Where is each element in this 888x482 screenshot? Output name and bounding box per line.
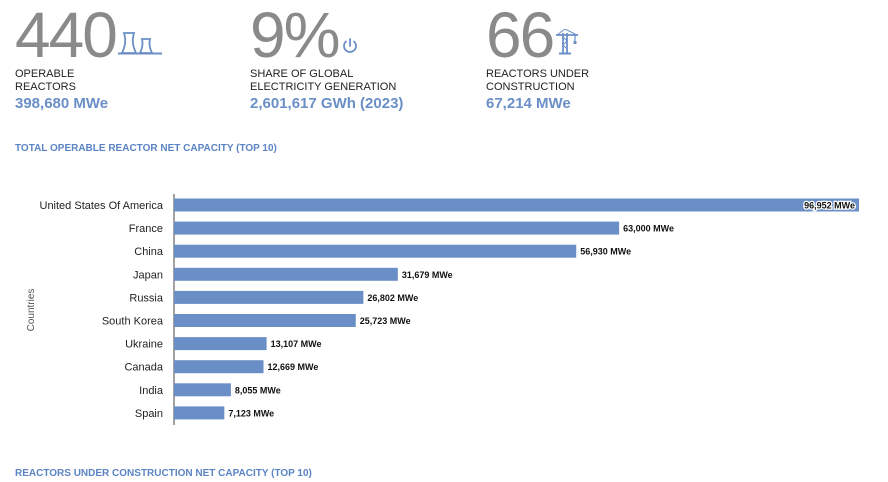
- stat-top: 440: [15, 0, 245, 71]
- category-label: Canada: [124, 362, 163, 374]
- category-label: Spain: [135, 408, 163, 420]
- stat-number: 440: [15, 0, 118, 71]
- stat-subvalue: 398,680 MWe: [15, 95, 109, 112]
- value-label: 7,123 MWe: [228, 408, 274, 418]
- value-label: 63,000 MWe: [623, 224, 674, 234]
- stat-number: 66: [486, 0, 555, 71]
- bar: [174, 406, 225, 420]
- stat-operable-reactors: 440 OPERABLE REACTORS 398,680 MWe: [15, 0, 245, 112]
- category-label: Ukraine: [125, 339, 163, 351]
- capacity-bar-chart: Countries United States Of America 96,952 …: [26, 194, 859, 425]
- stat-subvalue: 2,601,617 GWh (2023): [250, 95, 404, 112]
- category-label: France: [129, 223, 163, 235]
- value-label: 26,802 MWe: [367, 293, 418, 303]
- bar: [174, 290, 364, 304]
- bar: [174, 360, 264, 374]
- value-label: 56,930 MWe: [580, 247, 631, 257]
- stat-label: SHARE OF GLOBAL ELECTRICITY GENERATION: [250, 68, 397, 93]
- value-label: 8,055 MWe: [235, 385, 281, 395]
- value-label: 12,669 MWe: [268, 362, 319, 372]
- value-label: 31,679 MWe: [402, 270, 453, 280]
- value-label: 25,723 MWe: [360, 316, 411, 326]
- stat-subvalue: 67,214 MWe: [486, 95, 571, 112]
- bar: [174, 198, 859, 212]
- category-label: Russia: [129, 292, 164, 304]
- section-title-operable: TOTAL OPERABLE REACTOR NET CAPACITY (TOP…: [15, 143, 277, 154]
- category-label: Japan: [133, 269, 163, 281]
- cooling-tower-icon: [117, 31, 162, 60]
- category-label: China: [134, 246, 164, 258]
- crane-icon: [555, 28, 579, 60]
- stat-number: 9%: [250, 0, 340, 71]
- value-label: 13,107 MWe: [271, 339, 322, 349]
- power-icon: [341, 37, 359, 60]
- bar: [174, 337, 267, 351]
- stat-top: 66: [486, 0, 716, 71]
- bar: [174, 383, 231, 397]
- bar: [174, 314, 356, 327]
- category-label: South Korea: [102, 316, 164, 328]
- bar: [174, 221, 620, 235]
- y-axis-label: Countries: [26, 289, 37, 332]
- category-label: United States Of America: [40, 200, 164, 212]
- bar: [174, 244, 577, 258]
- stat-under-construction: 66 REACTORS UNDER CONSTRUCTION 67,: [486, 0, 716, 112]
- bar: [174, 267, 398, 281]
- value-label: 96,952 MWe: [804, 201, 855, 211]
- category-label: India: [139, 385, 164, 397]
- stat-share-generation: 9% SHARE OF GLOBAL ELECTRICITY GENERATIO…: [250, 0, 480, 112]
- stat-label: REACTORS UNDER CONSTRUCTION: [486, 68, 590, 93]
- section-title-construction: REACTORS UNDER CONSTRUCTION NET CAPACITY…: [15, 468, 312, 479]
- stat-label: OPERABLE REACTORS: [15, 68, 76, 93]
- stat-top: 9%: [250, 0, 480, 71]
